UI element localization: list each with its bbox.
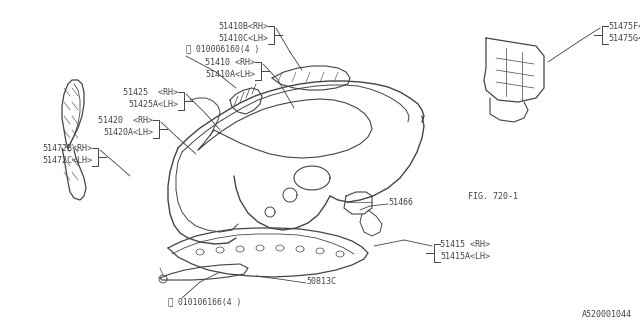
Text: 51420  <RH>: 51420 <RH> <box>98 116 153 125</box>
Text: 50813C: 50813C <box>306 277 336 286</box>
Text: 51410B<RH>: 51410B<RH> <box>218 22 268 31</box>
Text: 51472C<LH>: 51472C<LH> <box>42 156 92 165</box>
Text: 51425A<LH>: 51425A<LH> <box>128 100 178 109</box>
Text: 010006160(4 ): 010006160(4 ) <box>196 45 259 54</box>
Text: 51420A<LH>: 51420A<LH> <box>103 128 153 137</box>
Text: 51410A<LH>: 51410A<LH> <box>205 70 255 79</box>
Text: 51415A<LH>: 51415A<LH> <box>440 252 490 261</box>
Text: 51425  <RH>: 51425 <RH> <box>123 88 178 97</box>
Text: 51472B<RH>: 51472B<RH> <box>42 144 92 153</box>
Text: 51415 <RH>: 51415 <RH> <box>440 240 490 249</box>
Text: 51410 <RH>: 51410 <RH> <box>205 58 255 67</box>
Text: Ⓑ: Ⓑ <box>168 298 173 307</box>
Text: 51466: 51466 <box>388 198 413 207</box>
Text: 51475G<LH>: 51475G<LH> <box>608 34 640 43</box>
Text: 010106166(4 ): 010106166(4 ) <box>178 298 241 307</box>
Text: A520001044: A520001044 <box>582 310 632 319</box>
Text: 51410C<LH>: 51410C<LH> <box>218 34 268 43</box>
Text: Ⓑ: Ⓑ <box>186 45 191 54</box>
Text: FIG. 720-1: FIG. 720-1 <box>468 192 518 201</box>
Text: 51475F<RH>: 51475F<RH> <box>608 22 640 31</box>
